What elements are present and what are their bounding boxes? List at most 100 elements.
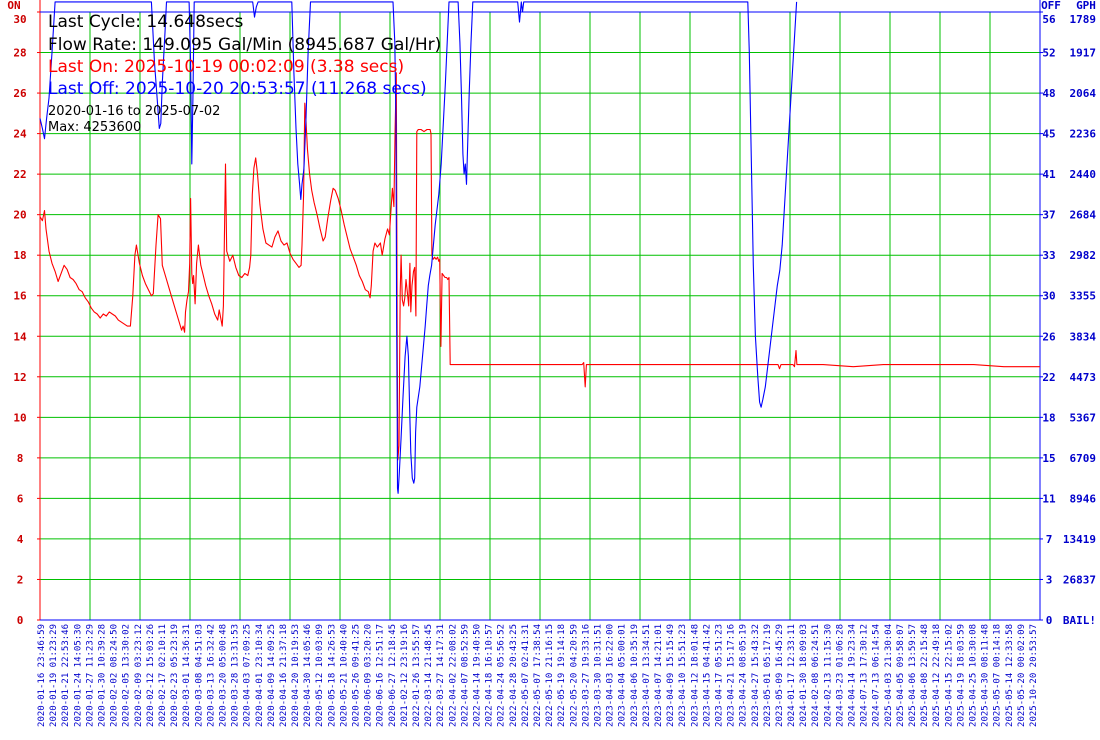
flow-rate: Flow Rate: 149.095 Gal/Min (8945.687 Gal… [48, 35, 442, 55]
x-tick-label: 2020-01-30 10:39:28 [97, 624, 107, 727]
x-tick-label: 2024-07-13 06:14:54 [872, 624, 882, 727]
left-tick-label: 10 [13, 411, 26, 424]
x-tick-label: 2022-03-14 21:48:45 [424, 624, 434, 727]
x-tick-label: 2020-01-21 22:53:46 [61, 624, 71, 727]
right-gph-tick-label: 26837 [1063, 573, 1096, 586]
x-tick-label: 2025-04-15 22:15:02 [944, 624, 954, 727]
x-tick-label: 2020-06-16 12:51:17 [376, 624, 386, 727]
x-tick-label: 2025-10-20 20:53:57 [1029, 624, 1039, 727]
left-tick-label: 24 [13, 128, 27, 141]
right-gph-tick-label: 2982 [1070, 249, 1097, 262]
right-gph-tick-label: 2236 [1070, 128, 1097, 141]
x-tick-label: 2022-04-24 05:56:52 [497, 624, 507, 727]
left-tick-label: 14 [13, 330, 27, 343]
x-tick-label: 2020-02-05 13:30:02 [122, 624, 132, 727]
x-tick-label: 2020-02-09 03:23:12 [134, 624, 144, 727]
x-tick-label: 2025-04-08 22:15:48 [920, 624, 930, 727]
right-off-tick-label: 22 [1042, 371, 1055, 384]
right-off-tick-label: 0 [1046, 614, 1053, 627]
x-tick-label: 2025-05-20 00:02:09 [1017, 624, 1027, 727]
x-tick-label: 2020-01-27 11:23:29 [85, 624, 95, 727]
right-gph-tick-label: 1789 [1070, 13, 1097, 26]
x-tick-label: 2020-02-02 08:24:50 [110, 624, 120, 727]
right-gph-tick-label: 2684 [1070, 209, 1097, 222]
left-tick-label: 16 [13, 290, 27, 303]
right-off-tick-label: 41 [1042, 168, 1056, 181]
x-tick-label: 2022-05-19 19:14:18 [557, 624, 567, 727]
series [39, 1, 1040, 494]
x-tick-label: 2024-02-13 11:15:30 [823, 624, 833, 727]
x-tick-label: 2020-02-23 05:23:19 [170, 624, 180, 727]
x-tick-label: 2020-02-12 15:03:26 [146, 624, 156, 727]
right-gph-tick-label: 6709 [1070, 452, 1097, 465]
x-tick-label: 2020-05-18 14:26:53 [327, 624, 337, 727]
x-tick-label: 2022-04-07 08:52:59 [460, 624, 470, 727]
x-tick-label: 2022-05-10 21:16:15 [545, 624, 555, 727]
x-tick-label: 2025-04-30 08:11:48 [981, 624, 991, 727]
left-tick-label: 8 [17, 452, 24, 465]
x-tick-label: 2023-04-04 05:00:01 [618, 624, 628, 727]
x-tick-label: 2022-01-26 13:55:57 [412, 624, 422, 727]
last-on: Last On: 2025-10-19 00:02:09 (3.38 secs) [48, 57, 405, 77]
x-tick-label: 2020-04-01 23:10:34 [255, 624, 265, 727]
right-gph-tick-label: 3834 [1070, 330, 1097, 343]
x-tick-label: 2022-04-02 22:08:02 [448, 624, 458, 727]
right-gph-tick-label: 13419 [1063, 533, 1096, 546]
x-tick-label: 2022-04-28 20:43:25 [509, 624, 519, 727]
x-tick-label: 2024-07-13 17:30:12 [860, 624, 870, 727]
x-tick-label: 2022-04-18 16:10:57 [485, 624, 495, 727]
right-off-tick-label: 45 [1042, 128, 1055, 141]
x-tick-label: 2023-04-03 16:22:00 [606, 624, 616, 727]
x-tick-label: 2023-04-10 15:51:23 [678, 624, 688, 727]
x-tick-label: 2020-04-30 14:05:46 [303, 624, 313, 727]
x-tick-label: 2022-05-07 02:41:31 [521, 624, 531, 727]
right-gph-tick-label: 5367 [1070, 411, 1097, 424]
max-value: Max: 4253600 [48, 120, 142, 135]
x-tick-label: 2025-04-19 18:03:59 [956, 624, 966, 727]
right-off-tick-label: 48 [1042, 87, 1055, 100]
x-tick-label: 2023-04-17 05:51:23 [714, 624, 724, 727]
x-tick-label: 2023-04-24 08:05:19 [739, 624, 749, 727]
x-tick-label: 2023-05-01 05:17:19 [763, 624, 773, 727]
x-tick-label: 2020-04-20 10:19:53 [291, 624, 301, 727]
right-off-tick-label: 15 [1042, 452, 1055, 465]
x-tick-label: 2020-04-09 14:09:25 [267, 624, 277, 727]
x-tick-label: 2020-02-17 02:10:11 [158, 624, 168, 727]
x-tick-label: 2020-03-28 13:31:53 [231, 624, 241, 727]
x-tick-label: 2022-03-27 14:17:31 [436, 624, 446, 727]
right-off-tick-label: 26 [1042, 330, 1056, 343]
off-series-line [39, 1, 798, 494]
x-tick-label: 2020-01-16 23:46:59 [37, 624, 47, 727]
x-tick-label: 2020-04-16 21:37:18 [279, 624, 289, 727]
right-gph-tick-label: 2064 [1070, 87, 1097, 100]
x-tick-label: 2021-02-12 23:19:16 [400, 624, 410, 727]
x-tick-label: 2022-04-14 19:40:50 [473, 624, 483, 727]
x-tick-label: 2023-04-15 04:41:42 [702, 624, 712, 727]
left-tick-label: 30 [13, 13, 26, 26]
right-gph-tick-label: 8946 [1070, 492, 1097, 505]
x-tick-label: 2020-05-26 09:41:25 [352, 624, 362, 727]
x-tick-label: 2023-04-07 14:21:01 [654, 624, 664, 727]
x-tick-label: 2022-05-20 04:20:59 [569, 624, 579, 727]
right-off-tick-label: 7 [1046, 533, 1053, 546]
x-tick-label: 2020-06-09 03:20:20 [364, 624, 374, 727]
date-range: 2020-01-16 to 2025-07-02 [48, 104, 221, 119]
right-gph-tick-label: BAIL! [1063, 614, 1096, 627]
right-off-tick-label: 3 [1046, 573, 1053, 586]
x-tick-label: 2020-03-20 05:00:48 [218, 624, 228, 727]
left-axis-title: ON [7, 0, 20, 12]
x-tick-label: 2023-04-27 15:43:32 [751, 624, 761, 727]
x-tick-label: 2025-05-14 12:33:58 [1005, 624, 1015, 727]
x-tick-label: 2023-04-06 10:35:19 [630, 624, 640, 727]
left-tick-label: 18 [13, 249, 26, 262]
x-tick-label: 2023-04-09 15:15:49 [666, 624, 676, 727]
x-tick-label: 2024-01-30 18:09:03 [799, 624, 809, 727]
x-tick-label: 2024-04-14 19:23:34 [848, 624, 858, 727]
left-tick-label: 22 [13, 168, 26, 181]
x-tick-label: 2020-01-19 01:23:29 [49, 624, 59, 727]
x-tick-label: 2023-04-21 15:17:16 [727, 624, 737, 727]
left-tick-label: 6 [17, 492, 24, 505]
x-tick-label: 2025-04-06 13:59:57 [908, 624, 918, 727]
x-tick-label: 2023-03-27 19:33:16 [581, 624, 591, 727]
